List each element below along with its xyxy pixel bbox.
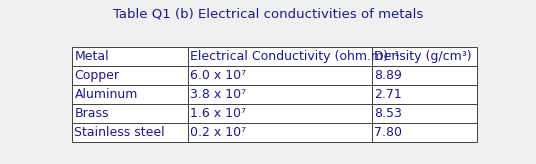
Bar [72,104,188,123]
Text: Brass: Brass [75,107,109,120]
Bar [188,47,372,66]
Bar [372,66,478,85]
Bar [188,104,372,123]
Bar [72,66,188,85]
Bar [72,85,188,104]
Bar [188,123,372,142]
Text: Stainless steel: Stainless steel [75,126,165,139]
Text: 7.80: 7.80 [375,126,403,139]
Text: Metal: Metal [75,51,109,63]
Bar [188,85,372,104]
Text: 8.53: 8.53 [375,107,403,120]
Text: 0.2 x 10⁷: 0.2 x 10⁷ [190,126,246,139]
Text: 3.8 x 10⁷: 3.8 x 10⁷ [190,88,246,101]
Text: Copper: Copper [75,69,120,82]
Bar [188,66,372,85]
Text: Table Q1 (b) Electrical conductivities of metals: Table Q1 (b) Electrical conductivities o… [113,7,423,20]
Text: 6.0 x 10⁷: 6.0 x 10⁷ [190,69,246,82]
Bar [372,123,478,142]
Bar [72,123,188,142]
Bar [372,104,478,123]
Text: Electrical Conductivity (ohm.m)⁻¹: Electrical Conductivity (ohm.m)⁻¹ [190,51,400,63]
Bar [372,85,478,104]
Text: Aluminum: Aluminum [75,88,138,101]
Text: Density (g/cm³): Density (g/cm³) [375,51,472,63]
Text: 1.6 x 10⁷: 1.6 x 10⁷ [190,107,246,120]
Bar [372,47,478,66]
Text: 8.89: 8.89 [375,69,403,82]
Bar [72,47,188,66]
Text: 2.71: 2.71 [375,88,402,101]
